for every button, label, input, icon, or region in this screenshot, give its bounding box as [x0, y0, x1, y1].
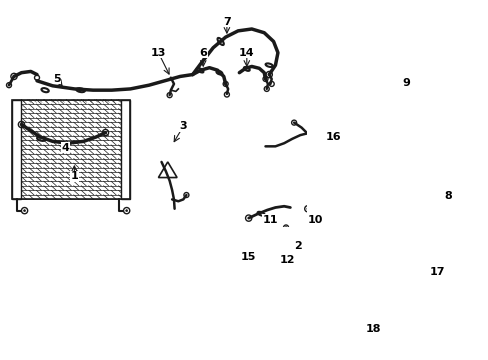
Circle shape	[23, 210, 25, 212]
Text: 17: 17	[428, 267, 444, 278]
Bar	[307, 126, 325, 140]
Text: 13: 13	[150, 48, 166, 58]
Circle shape	[125, 210, 127, 212]
Circle shape	[379, 310, 386, 318]
Text: 9: 9	[402, 78, 409, 88]
Bar	[362, 241, 396, 275]
Text: 6: 6	[199, 48, 207, 58]
Text: 12: 12	[280, 255, 295, 265]
Text: 4: 4	[61, 143, 69, 153]
Text: 3: 3	[179, 121, 187, 131]
Bar	[12, 99, 21, 199]
Bar	[357, 237, 428, 304]
Text: 7: 7	[223, 17, 230, 27]
Text: 2: 2	[294, 241, 302, 251]
Text: 15: 15	[241, 252, 256, 262]
Bar	[121, 99, 130, 199]
Text: 10: 10	[307, 215, 322, 225]
Bar	[231, 237, 239, 243]
Circle shape	[123, 207, 129, 214]
Circle shape	[21, 207, 28, 214]
Text: 8: 8	[443, 191, 451, 201]
Text: 16: 16	[325, 132, 341, 142]
Text: 1: 1	[70, 171, 78, 181]
Circle shape	[386, 239, 451, 303]
Bar	[12, 99, 130, 199]
Text: 5: 5	[53, 74, 61, 84]
Text: 14: 14	[239, 48, 254, 58]
Text: 11: 11	[262, 215, 278, 225]
Text: 18: 18	[365, 324, 380, 334]
